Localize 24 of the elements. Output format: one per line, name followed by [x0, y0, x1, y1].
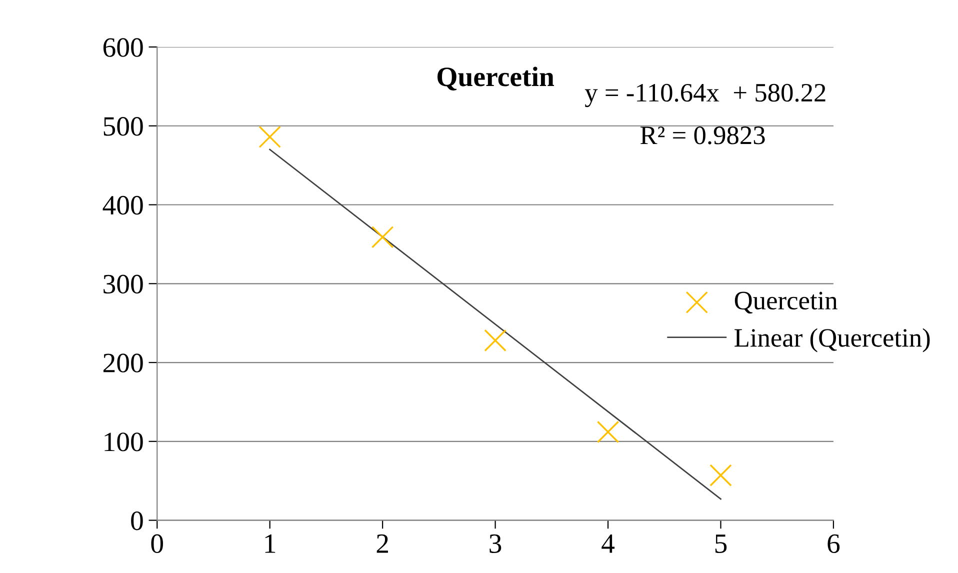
legend-label: Quercetin: [734, 292, 838, 314]
x-tick-label: 2: [376, 534, 388, 553]
y-tick-label: 400: [102, 196, 143, 215]
text: Quercetin: [437, 66, 554, 90]
x-tick-label: 6: [828, 534, 840, 554]
y-tick-label: 100: [104, 432, 143, 452]
x-tick-label: 5: [715, 534, 727, 554]
annotation: y = -110.64x + 580.22: [584, 84, 826, 108]
y-tick-label: 200: [103, 354, 143, 372]
point: [710, 464, 732, 486]
point: [596, 420, 620, 444]
point: [258, 126, 281, 148]
annotation: R² = 0.9823: [640, 126, 765, 144]
point: [484, 329, 506, 352]
legend-label: Linear (Quercetin): [734, 328, 930, 352]
x-tick-label: 3: [490, 534, 502, 554]
y-tick-label: 600: [103, 38, 143, 57]
y-tick-label: 300: [104, 274, 143, 294]
y-tick-label: 0: [131, 511, 143, 530]
point: [371, 226, 394, 248]
y-tick-label: 500: [104, 117, 143, 136]
x-tick-label: 4: [602, 534, 615, 553]
x-tick-label: 0: [151, 534, 163, 554]
x-tick-label: 1: [265, 534, 276, 553]
